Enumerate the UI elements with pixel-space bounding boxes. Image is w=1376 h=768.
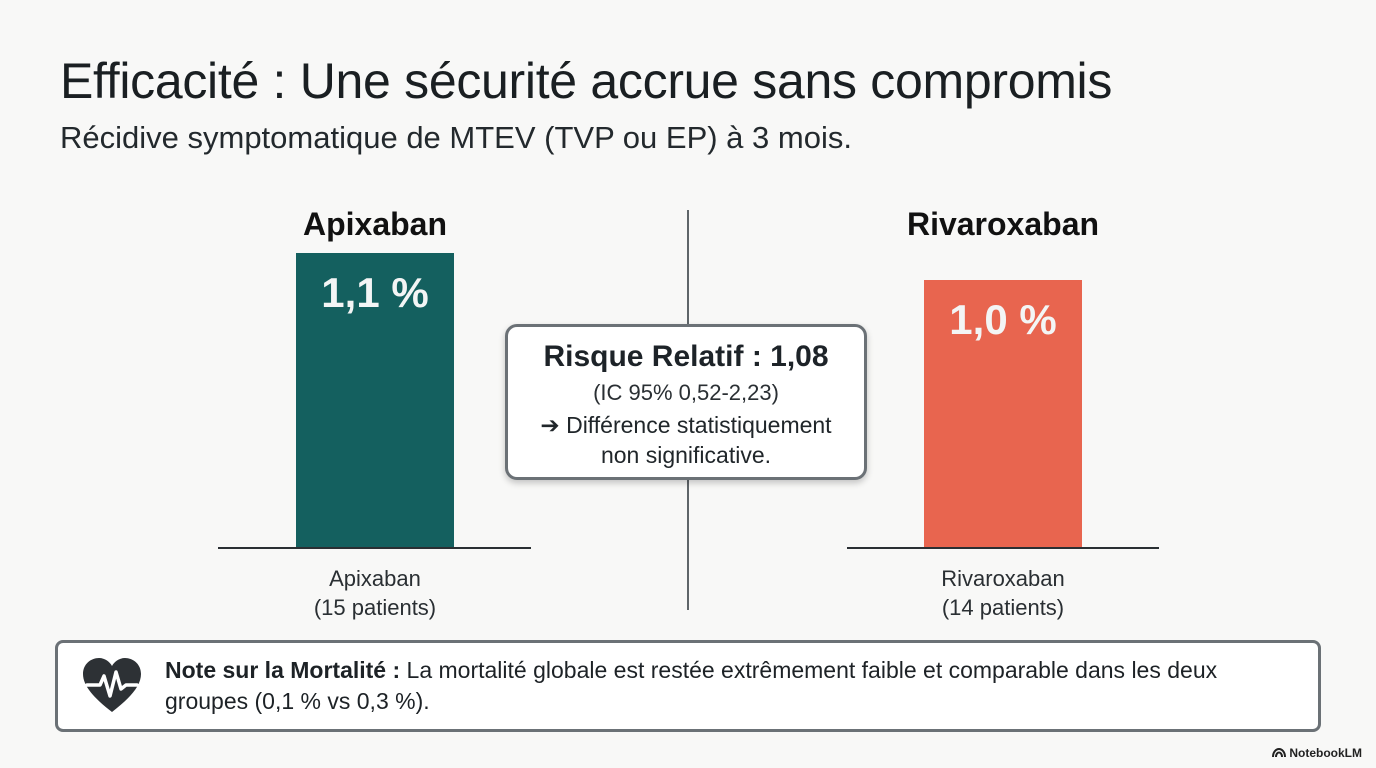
- page-subtitle: Récidive symptomatique de MTEV (TVP ou E…: [60, 120, 852, 155]
- conclusion-line-1: ➔ Différence statistiquement: [540, 412, 832, 438]
- category-name-apixaban: Apixaban: [329, 566, 421, 591]
- watermark-text: NotebookLM: [1289, 746, 1362, 760]
- relative-risk-title: Risque Relatif : 1,08: [543, 340, 829, 373]
- category-label-apixaban: Apixaban (15 patients): [215, 564, 535, 622]
- notebooklm-logo-icon: [1272, 748, 1287, 758]
- mortality-note-body: La mortalité globale est restée extrêmem…: [165, 657, 1218, 714]
- relative-risk-callout: Risque Relatif : 1,08 (IC 95% 0,52-2,23)…: [505, 324, 867, 480]
- group-title-rivaroxaban: Rivaroxaban: [906, 206, 1100, 242]
- mortality-note-label: Note sur la Mortalité :: [165, 657, 401, 683]
- bar-rivaroxaban: 1,0 %: [924, 280, 1082, 548]
- bar-apixaban: 1,1 %: [296, 253, 454, 548]
- significance-conclusion: ➔ Différence statistiquement non signifi…: [508, 410, 864, 470]
- bar-value-label-apixaban: 1,1 %: [321, 269, 429, 316]
- baseline-apixaban: [218, 547, 531, 549]
- category-note-apixaban: (15 patients): [313, 595, 437, 620]
- mortality-note: Note sur la Mortalité : La mortalité glo…: [55, 640, 1321, 732]
- category-note-rivaroxaban: (14 patients): [941, 595, 1065, 620]
- page-title: Efficacité : Une sécurité accrue sans co…: [60, 53, 1113, 109]
- heart-pulse-icon: [83, 658, 141, 712]
- group-title-apixaban: Apixaban: [302, 206, 448, 242]
- confidence-interval: (IC 95% 0,52-2,23): [593, 380, 779, 405]
- category-label-rivaroxaban: Rivaroxaban (14 patients): [843, 564, 1163, 622]
- baseline-rivaroxaban: [847, 547, 1159, 549]
- mortality-note-text: Note sur la Mortalité : La mortalité glo…: [165, 655, 1305, 717]
- category-name-rivaroxaban: Rivaroxaban: [941, 566, 1065, 591]
- conclusion-line-2: non significative.: [600, 442, 772, 468]
- bar-value-label-rivaroxaban: 1,0 %: [949, 296, 1057, 343]
- notebooklm-watermark: NotebookLM: [1272, 746, 1362, 760]
